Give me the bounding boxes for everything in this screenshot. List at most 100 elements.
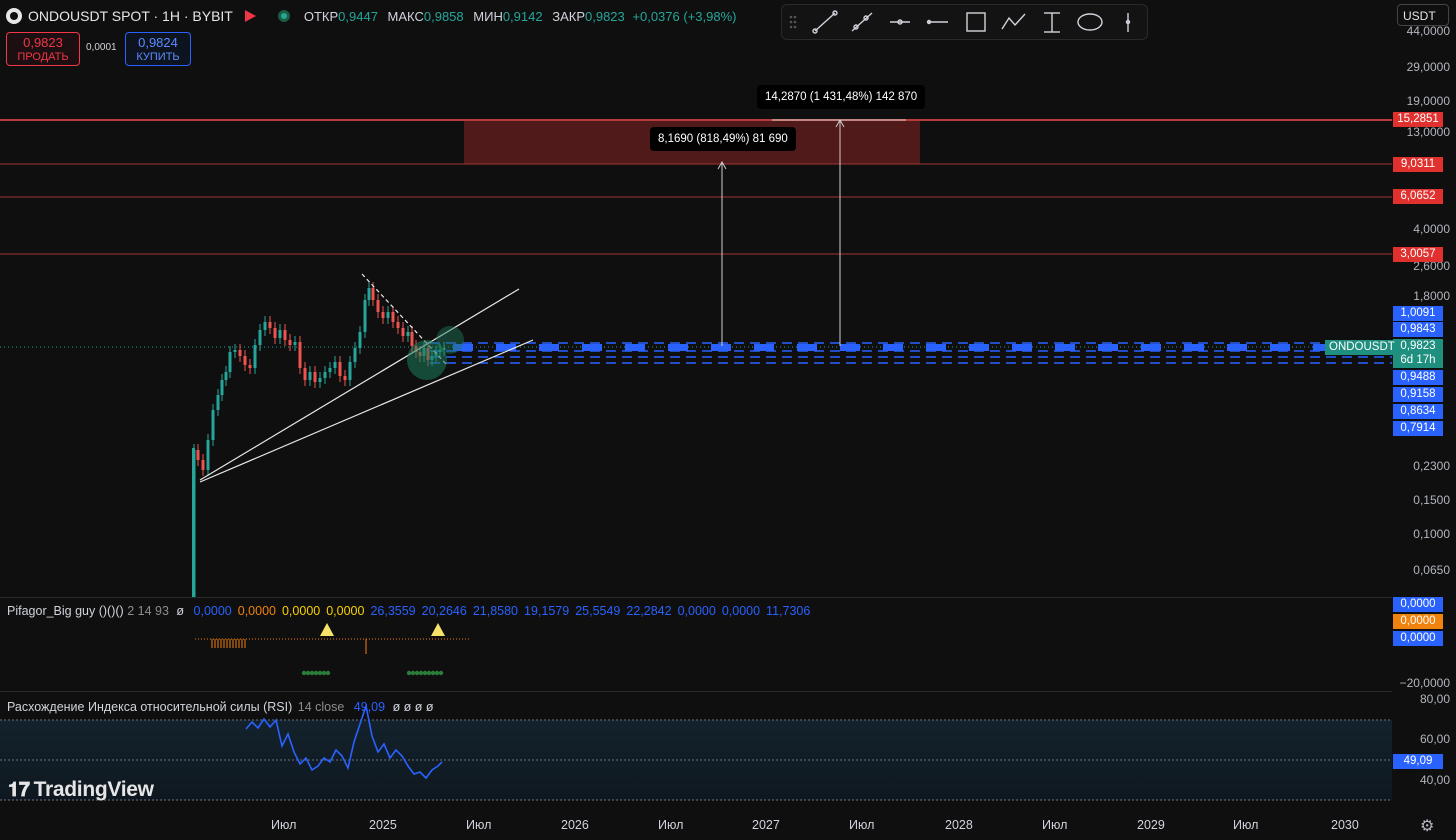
price-axis-label: 2,6000 [1413, 259, 1450, 273]
time-axis-label: Июл [658, 818, 684, 832]
blue-level-blocks [453, 344, 1333, 351]
rsi-name[interactable]: Расхождение Индекса относительной силы (… [7, 700, 293, 714]
indicator1-value: 19,1579 [524, 604, 570, 618]
tradingview-logo-text: TradingView [33, 778, 154, 801]
measurement-callout[interactable]: 14,2870 (1 431,48%) 142 870 [757, 85, 926, 109]
settings-gear-icon[interactable]: ⚙ [1420, 818, 1435, 835]
price-axis-label: 0,2300 [1413, 459, 1450, 473]
indicator1-value: 21,8580 [472, 604, 519, 618]
rsi-legend[interactable]: Расхождение Индекса относительной силы (… [7, 700, 434, 714]
ellipse-icon[interactable] [1077, 13, 1103, 31]
price-tag-countdown: 6d 17h [1393, 353, 1443, 368]
indicator1-axis-tag: 0,0000 [1393, 631, 1443, 646]
price-tag-level: 0,9843 [1393, 322, 1443, 337]
candles [192, 282, 446, 597]
price-axis-label: 4,0000 [1413, 222, 1450, 236]
time-axis-label: 2028 [945, 818, 973, 832]
indicator1-value: 0,0000 [326, 604, 365, 618]
rsi-nulls: ø ø ø ø [392, 700, 434, 714]
rsi-axis-tag: 49,09 [1393, 754, 1443, 769]
indicator-pane-1[interactable] [0, 597, 1392, 692]
main-chart-canvas[interactable] [0, 0, 1392, 597]
ray-icon[interactable] [851, 12, 873, 32]
trend-line-lower [199, 339, 534, 483]
rsi-pane[interactable] [0, 692, 1392, 810]
time-axis-label: Июл [1042, 818, 1068, 832]
time-axis-label: Июл [271, 818, 297, 832]
signal-triangle [320, 623, 334, 636]
indicator1-value: 0,0000 [193, 604, 232, 618]
time-axis-label: 2029 [1137, 818, 1165, 832]
vertical-line-icon[interactable] [1125, 13, 1131, 32]
ohlc-low-value: 0,9142 [502, 8, 543, 24]
measurement-callout[interactable]: 8,1690 (818,49%) 81 690 [650, 127, 796, 151]
price-range-icon[interactable] [1044, 12, 1060, 33]
price-axis-label: 1,8000 [1413, 289, 1450, 303]
symbol-logo-icon[interactable] [6, 8, 22, 24]
indicator1-value: 20,2646 [421, 604, 467, 618]
spread-value: 0,0001 [86, 42, 117, 53]
indicator1-axis-label: −20,0000 [1399, 676, 1450, 690]
price-axis-label: 13,0000 [1406, 125, 1450, 139]
indicator1-name[interactable]: Pifagor_Big guy ()()() [7, 604, 124, 618]
price-tag-level: 0,7914 [1393, 421, 1443, 436]
tradingview-logo[interactable]: 𝟏𝟕 TradingView [8, 778, 154, 802]
market-status-icon[interactable] [277, 10, 290, 22]
sell-button[interactable]: 0,9823 ПРОДАТЬ [6, 32, 80, 66]
indicator1-params: 2 14 93 [127, 604, 169, 618]
price-tag-target: 15,2851 [1393, 112, 1443, 127]
indicator1-plot [195, 623, 470, 676]
price-tag-level: 9,0311 [1393, 157, 1443, 172]
time-axis-label: Июл [1233, 818, 1259, 832]
price-axis-label: 0,0650 [1413, 563, 1450, 577]
indicator1-value: 26,3559 [370, 604, 416, 618]
ohlc-change: +0,0376 (+3,98%) [632, 8, 737, 24]
rectangle-icon[interactable] [966, 12, 986, 32]
drag-handle-icon[interactable] [789, 15, 797, 29]
time-axis-label: 2027 [752, 818, 780, 832]
rsi-params: 14 close [297, 700, 345, 714]
price-tag-level: 1,0091 [1393, 306, 1443, 321]
price-tag-level: 0,9158 [1393, 387, 1443, 402]
ohlc-close-key: ЗАКР [552, 8, 585, 24]
ohlc-open-key: ОТКР [303, 8, 339, 24]
time-axis-label: 2030 [1331, 818, 1359, 832]
currency-select[interactable]: USDT [1397, 4, 1449, 26]
blue-level-band [430, 342, 1392, 364]
trend-line-icon[interactable] [812, 10, 838, 34]
path-icon[interactable] [1001, 13, 1026, 30]
rsi-value: 49,09 [353, 700, 386, 714]
info-line-icon[interactable] [890, 19, 910, 25]
indicator1-null: ø [176, 604, 185, 618]
time-axis-label: Июл [849, 818, 875, 832]
symbol-title[interactable]: ONDOUSDT SPOT · 1H · BYBIT [28, 8, 233, 24]
indicator1-value: 0,0000 [237, 604, 276, 618]
price-tag-level: 3,0057 [1393, 247, 1443, 262]
symbol-label-tag: ONDOUSDT [1325, 340, 1399, 355]
time-axis-label: 2025 [369, 818, 397, 832]
rsi-axis-label: 80,00 [1419, 692, 1450, 706]
flag-icon[interactable] [244, 10, 256, 22]
price-axis[interactable]: 44,0000 29,0000 19,0000 13,0000 4,0000 2… [1392, 0, 1456, 597]
time-axis-label: Июл [466, 818, 492, 832]
indicator1-axis-tag: 0,0000 [1393, 597, 1443, 612]
time-axis-label: 2026 [561, 818, 589, 832]
price-axis-label: 0,1000 [1413, 527, 1450, 541]
indicator1-value: 0,0000 [281, 604, 321, 618]
price-axis-label: 44,0000 [1406, 24, 1450, 38]
indicator1-legend[interactable]: Pifagor_Big guy ()()() 2 14 93 ø 0,0000 0… [7, 604, 810, 618]
price-axis-label: 0,1500 [1413, 493, 1450, 507]
ohlc-low-key: МИН [473, 8, 503, 24]
sell-label: ПРОДАТЬ [17, 51, 69, 63]
ohlc-open-value: 0,9447 [338, 8, 378, 24]
ohlc-high-key: МАКС [387, 8, 424, 24]
chart-header: ONDOUSDT SPOT · 1H · BYBIT ОТКР0,9447 МА… [0, 0, 780, 32]
ohlc-high-value: 0,9858 [423, 8, 464, 24]
time-axis[interactable] [0, 810, 1392, 840]
indicator1-value: 22,2842 [626, 604, 672, 618]
horizontal-line-icon[interactable] [926, 19, 949, 25]
highlight-circle [407, 340, 447, 380]
buy-price: 0,9824 [138, 35, 178, 50]
price-tag-level: 0,9488 [1393, 370, 1443, 385]
buy-button[interactable]: 0,9824 КУПИТЬ [125, 32, 191, 66]
